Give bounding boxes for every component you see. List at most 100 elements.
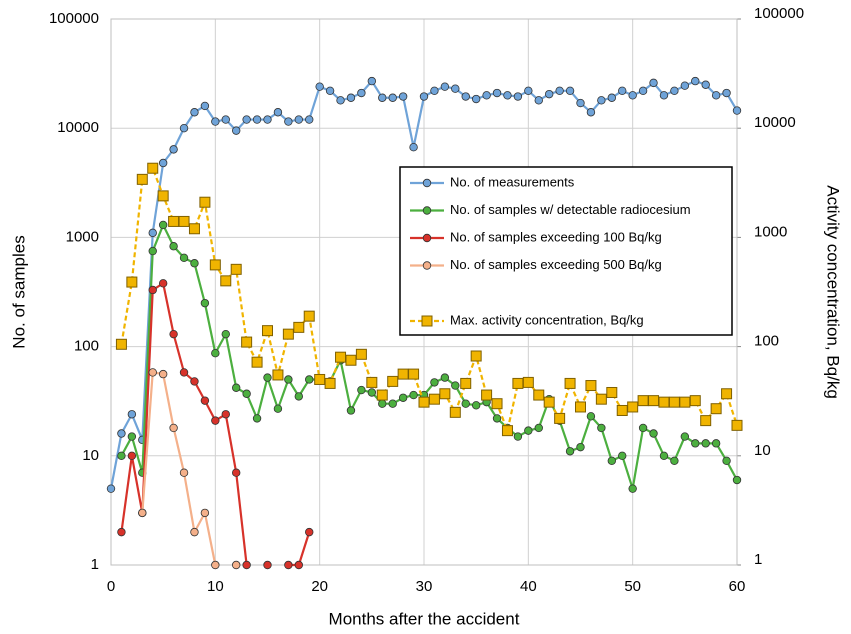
y-tick-label: 10	[82, 447, 99, 464]
marker	[732, 106, 742, 115]
y-tick-label: 10000	[57, 119, 99, 136]
marker	[628, 484, 637, 493]
marker	[618, 451, 627, 460]
marker	[732, 475, 742, 485]
marker	[482, 91, 491, 100]
marker	[242, 560, 251, 570]
marker	[722, 456, 731, 465]
marker	[398, 92, 408, 101]
marker	[378, 93, 387, 102]
marker	[293, 321, 305, 333]
marker	[200, 298, 210, 308]
marker	[147, 162, 159, 174]
marker	[336, 96, 345, 105]
marker	[158, 158, 168, 168]
y-tick-label: 100	[74, 338, 99, 355]
marker	[597, 96, 606, 105]
marker	[440, 373, 450, 382]
y-tick-label: 100000	[49, 10, 99, 27]
marker	[106, 484, 116, 493]
marker	[555, 86, 564, 96]
marker	[471, 94, 481, 104]
marker	[668, 396, 680, 408]
marker	[388, 93, 397, 102]
marker	[534, 96, 543, 105]
marker	[418, 396, 430, 408]
marker	[252, 115, 262, 124]
marker	[670, 456, 679, 465]
x-tick-label: 20	[311, 578, 328, 595]
marker	[460, 377, 472, 389]
marker	[221, 329, 230, 339]
marker	[357, 88, 366, 98]
y2-tick-label: 1000	[754, 223, 787, 240]
marker	[470, 350, 482, 362]
marker	[564, 377, 576, 389]
marker	[357, 385, 366, 395]
marker	[398, 393, 408, 402]
marker	[305, 115, 314, 124]
y2-axis-label: Activity concentration, Bq/kg	[824, 185, 843, 399]
marker	[220, 275, 232, 287]
marker	[169, 242, 178, 251]
x-tick-label: 60	[729, 578, 746, 595]
marker	[209, 259, 221, 271]
marker	[575, 401, 586, 413]
marker	[231, 560, 241, 570]
marker	[409, 390, 418, 400]
marker	[179, 123, 189, 133]
marker	[284, 375, 293, 384]
marker	[449, 406, 461, 418]
legend: No. of measurements No. of samples w/ det…	[399, 166, 733, 336]
y2-tick-label: 10	[754, 442, 771, 459]
marker	[649, 78, 658, 88]
marker	[565, 447, 575, 456]
legend-label: No. of measurements	[450, 174, 575, 189]
marker	[554, 412, 566, 424]
marker	[701, 80, 710, 89]
marker	[481, 389, 493, 401]
marker	[117, 527, 126, 537]
marker	[284, 117, 293, 126]
marker	[148, 368, 157, 377]
marker	[576, 442, 585, 452]
marker	[378, 399, 387, 408]
marker	[168, 215, 180, 227]
marker	[117, 451, 126, 460]
y2-tick-label: 100000	[754, 5, 804, 22]
marker	[148, 228, 157, 238]
marker	[263, 373, 272, 382]
marker	[439, 388, 451, 400]
marker	[345, 354, 357, 366]
marker	[367, 76, 377, 86]
marker	[513, 432, 523, 441]
marker	[294, 392, 303, 401]
marker	[284, 560, 293, 570]
marker	[335, 351, 347, 363]
y2-tick-label: 100	[754, 333, 779, 350]
marker	[127, 410, 137, 419]
marker	[700, 415, 712, 427]
marker	[534, 423, 543, 433]
marker	[127, 451, 137, 460]
marker	[190, 527, 199, 537]
marker	[722, 88, 731, 98]
marker	[524, 86, 533, 96]
marker	[512, 377, 524, 389]
marker	[242, 389, 251, 398]
marker	[524, 426, 533, 435]
marker	[440, 82, 450, 91]
marker	[576, 98, 585, 108]
marker	[607, 93, 616, 102]
marker	[428, 393, 440, 405]
y2-tick-label: 10000	[754, 114, 796, 131]
marker	[649, 429, 658, 438]
marker	[115, 338, 127, 350]
x-axis-label: Months after the accident	[329, 609, 520, 628]
marker	[628, 91, 637, 100]
marker	[670, 86, 679, 96]
legend-label: No. of samples exceeding 500 Bq/kg	[450, 257, 662, 272]
marker	[545, 89, 554, 99]
marker	[148, 285, 157, 295]
